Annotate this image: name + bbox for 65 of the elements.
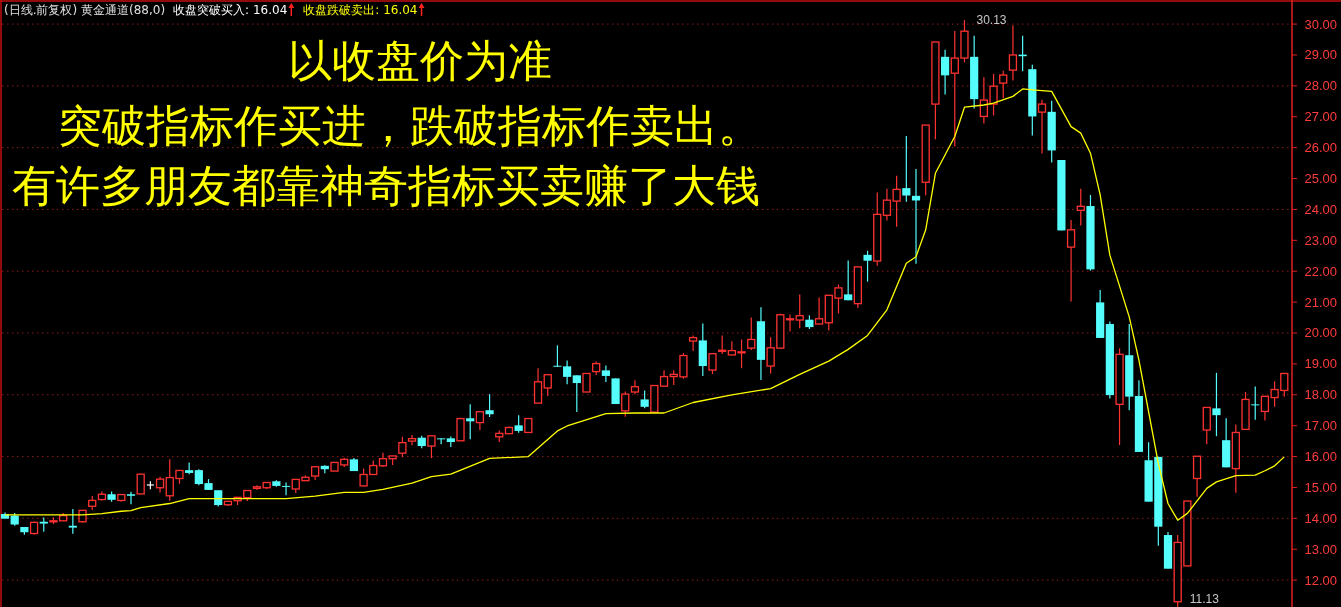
y-tick-label: 19.00 (1304, 356, 1337, 372)
candlestick (1251, 385, 1260, 421)
candlestick (940, 49, 950, 96)
candlestick (582, 372, 591, 393)
candlestick (1076, 188, 1085, 227)
y-tick-label: 26.00 (1304, 140, 1337, 156)
candlestick (621, 390, 630, 418)
chart-title: (日线.前复权) 黄金通道(88,0) (4, 3, 166, 17)
annotation: 30.13 (976, 13, 1007, 28)
annotation: 收盘突破买入: 16.04 (173, 3, 288, 17)
candlestick (863, 250, 872, 283)
annotation: 收盘跌破卖出: 16.04 (303, 3, 418, 17)
candlestick (1212, 372, 1221, 437)
y-tick-label: 12.00 (1304, 572, 1337, 588)
candlestick (601, 364, 610, 383)
candlestick (126, 491, 136, 505)
y-tick-label: 23.00 (1304, 232, 1337, 248)
annotation: 突破指标作买进，跌破指标作卖出。 (58, 100, 762, 151)
candlestick (718, 334, 727, 355)
y-tick-label: 17.00 (1304, 418, 1337, 434)
candlestick (407, 434, 417, 446)
candlestick (185, 461, 194, 475)
candlestick (747, 316, 756, 351)
candlestick (1066, 219, 1076, 303)
y-tick-label: 25.00 (1304, 171, 1337, 187)
candlestick (785, 313, 795, 333)
y-tick-label: 20.00 (1304, 325, 1337, 341)
candlestick (543, 374, 552, 397)
y-tick-label: 18.00 (1304, 387, 1337, 403)
candlestick (1008, 25, 1018, 82)
candlestick (999, 70, 1008, 99)
candlestick (902, 135, 911, 203)
candlestick (572, 374, 581, 413)
candlestick (466, 403, 475, 440)
candlestick (136, 473, 145, 495)
candlestick (1037, 99, 1047, 155)
y-tick-label: 13.00 (1304, 541, 1337, 557)
candlestick (68, 508, 77, 535)
y-tick-label: 30.00 (1304, 16, 1337, 32)
candlestick (814, 296, 824, 325)
y-tick-label: 28.00 (1304, 78, 1337, 94)
candlestick (688, 334, 698, 352)
candlestick (281, 481, 291, 496)
candlestick (485, 393, 494, 418)
candlestick (398, 436, 407, 458)
candlestick (1202, 406, 1211, 445)
candlestick (1192, 455, 1202, 498)
annotation: 11.13 (1189, 592, 1220, 606)
candlestick (427, 435, 436, 459)
candlestick (437, 437, 446, 445)
candlestick (533, 367, 543, 404)
y-tick-label: 24.00 (1304, 201, 1337, 217)
y-tick-label: 22.00 (1304, 263, 1337, 279)
y-tick-label: 16.00 (1304, 449, 1337, 465)
y-tick-label: 14.00 (1304, 510, 1337, 526)
candlestick (708, 353, 717, 375)
y-tick-label: 15.00 (1304, 479, 1337, 495)
annotation: 有许多朋友都靠神奇指标买卖赚了大钱 (12, 160, 760, 211)
y-tick-label: 29.00 (1304, 47, 1337, 63)
y-tick-label: 21.00 (1304, 294, 1337, 310)
candlestick (795, 293, 804, 329)
y-tick-label: 27.00 (1304, 109, 1337, 125)
candlestick (844, 259, 853, 301)
candlestick (475, 411, 485, 431)
annotation: 以收盘价为准 (288, 35, 552, 86)
